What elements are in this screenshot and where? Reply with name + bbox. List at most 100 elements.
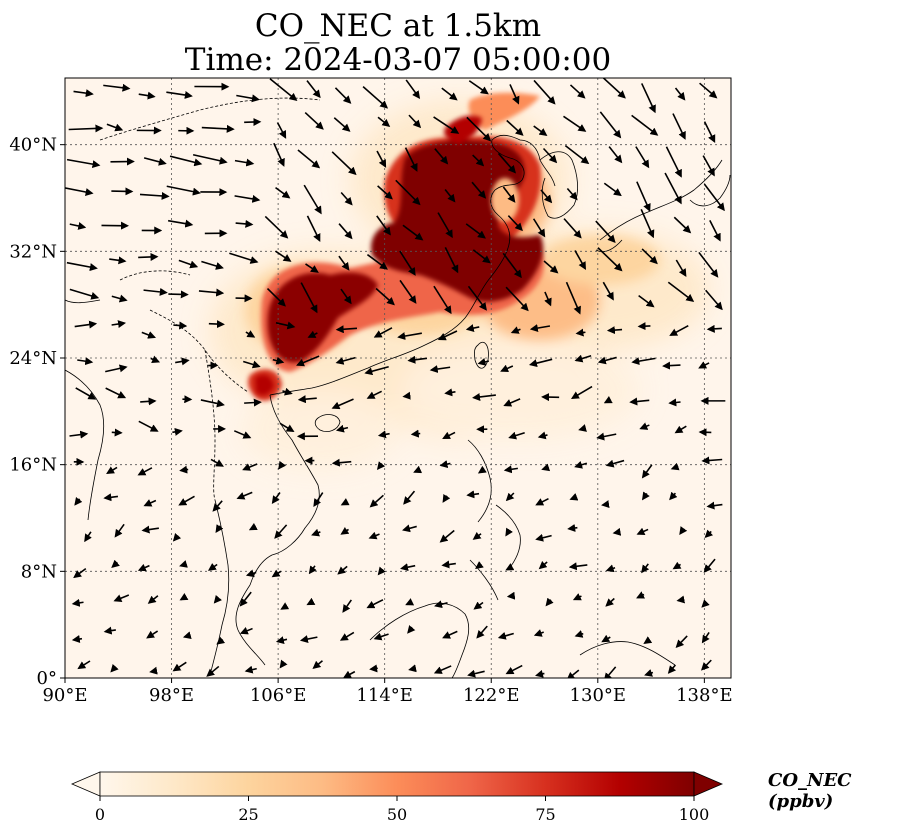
- wind-arrow: [410, 429, 421, 438]
- wind-arrow: [65, 187, 94, 196]
- wind-arrow: [216, 636, 226, 645]
- wind-arrow: [111, 294, 128, 303]
- wind-arrow: [465, 324, 480, 332]
- wind-arrow: [475, 561, 484, 570]
- wind-arrow: [402, 224, 424, 241]
- wind-arrow: [147, 595, 159, 604]
- wind-arrow: [477, 465, 487, 474]
- wind-arrow: [605, 597, 615, 607]
- wind-arrow: [668, 398, 681, 407]
- wind-arrow: [274, 524, 288, 539]
- wind-arrow: [407, 625, 416, 634]
- wind-arrow: [507, 215, 523, 232]
- wind-arrow: [312, 660, 323, 669]
- wind-arrow: [236, 491, 253, 500]
- wind-arrow: [178, 259, 199, 269]
- wind-arrow: [69, 430, 89, 439]
- wind-arrow: [105, 364, 128, 373]
- wind-arrow: [437, 330, 458, 341]
- wind-arrow: [337, 565, 348, 575]
- wind-arrow: [266, 288, 286, 307]
- wind-arrow: [376, 150, 387, 168]
- lon-tick-label: 98°E: [149, 685, 194, 706]
- wind-arrow: [175, 357, 190, 366]
- wind-arrow: [473, 601, 484, 610]
- wind-arrow: [74, 496, 83, 506]
- wind-arrow: [297, 395, 317, 404]
- wind-arrow: [280, 602, 290, 610]
- wind-arrow: [377, 185, 393, 200]
- wind-arrow: [700, 659, 712, 671]
- wind-arrow: [178, 495, 195, 506]
- wind-arrow: [377, 566, 386, 576]
- wind-arrow: [331, 458, 352, 467]
- wind-arrow: [182, 631, 192, 640]
- wind-arrow: [114, 523, 125, 538]
- wind-arrow: [111, 559, 120, 568]
- wind-arrow: [208, 320, 225, 329]
- wind-arrow: [276, 122, 287, 139]
- wind-arrow: [608, 146, 623, 164]
- wind-arrow: [505, 664, 523, 675]
- wind-arrow: [639, 422, 650, 430]
- wind-arrow: [407, 355, 428, 364]
- wind-arrow: [149, 666, 158, 675]
- wind-arrow: [66, 261, 98, 272]
- wind-arrow: [366, 599, 384, 609]
- wind-arrow: [340, 191, 353, 206]
- wind-arrow: [535, 533, 552, 542]
- wind-arrow: [339, 631, 355, 641]
- wind-arrow: [705, 289, 723, 311]
- wind-arrow: [602, 281, 614, 301]
- wind-arrow: [564, 145, 590, 165]
- wind-arrow: [306, 80, 321, 99]
- wind-arrow: [335, 424, 349, 433]
- wind-arrow: [340, 526, 350, 535]
- wind-arrow: [676, 595, 686, 604]
- longitude-axis: 90°E 98°E 106°E 114°E 122°E 130°E 138°E: [42, 678, 733, 706]
- wind-arrow: [605, 564, 616, 573]
- wind-arrow: [566, 188, 578, 201]
- wind-arrow: [544, 291, 552, 307]
- wind-arrow: [465, 223, 486, 239]
- wind-arrow: [245, 330, 256, 338]
- wind-arrow: [497, 152, 517, 174]
- wind-arrow: [138, 252, 159, 261]
- wind-arrow: [103, 626, 116, 635]
- wind-arrow: [338, 255, 350, 271]
- wind-arrow: [672, 561, 682, 570]
- wind-arrow: [408, 114, 422, 129]
- wind-arrow: [75, 387, 97, 400]
- wind-arrow: [472, 249, 491, 264]
- wind-arrow: [198, 288, 225, 297]
- wind-arrow: [140, 397, 157, 406]
- wind-arrow: [342, 670, 356, 678]
- wind-arrow: [535, 669, 545, 678]
- colorbar-gradient: [99, 771, 695, 797]
- wind-arrow: [444, 188, 456, 203]
- wind-arrow: [77, 357, 94, 366]
- wind-arrow: [672, 113, 686, 140]
- wind-arrow: [502, 252, 522, 279]
- wind-arrow: [640, 83, 656, 114]
- wind-arrow: [563, 115, 587, 132]
- wind-arrow: [701, 599, 710, 608]
- wind-arrow: [146, 630, 159, 639]
- wind-arrow: [275, 636, 288, 644]
- colorbar-label: CO_NEC (ppbv): [768, 770, 852, 812]
- wind-arrow: [703, 121, 716, 144]
- lon-tick-label: 130°E: [570, 685, 627, 706]
- wind-arrow: [640, 208, 655, 239]
- wind-arrow: [675, 259, 687, 278]
- wind-arrow: [141, 525, 159, 534]
- wind-arrow: [169, 155, 203, 167]
- wind-arrow: [244, 665, 257, 674]
- wind-arrow: [105, 387, 127, 399]
- wind-arrow: [69, 222, 87, 230]
- wind-arrow: [340, 498, 350, 506]
- wind-arrow: [143, 287, 168, 296]
- wind-arrow: [572, 593, 582, 601]
- wind-arrow: [509, 84, 520, 105]
- wind-arrow: [535, 497, 549, 506]
